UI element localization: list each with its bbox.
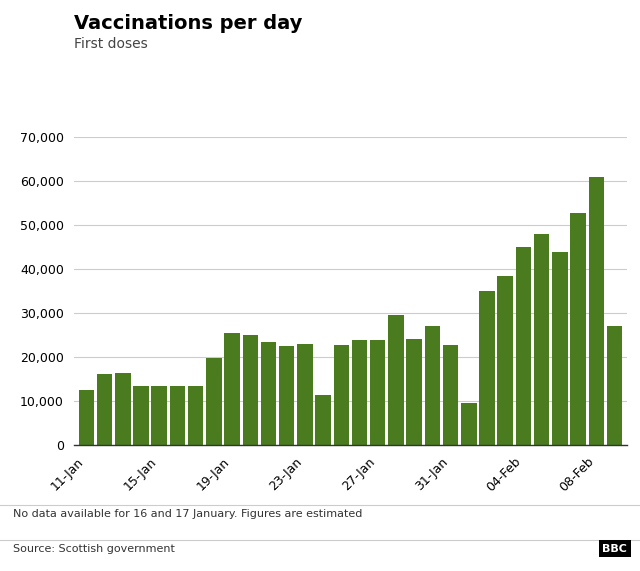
Bar xyxy=(152,386,167,445)
Bar xyxy=(97,375,112,445)
Bar xyxy=(424,327,440,445)
Bar xyxy=(316,395,331,445)
Bar xyxy=(607,325,622,445)
Bar xyxy=(534,234,549,445)
Bar xyxy=(188,386,204,445)
Bar xyxy=(333,345,349,445)
Bar xyxy=(260,342,276,445)
Text: BBC: BBC xyxy=(602,544,627,554)
Bar xyxy=(279,346,294,445)
Bar xyxy=(115,373,131,445)
Bar xyxy=(224,333,240,445)
Bar xyxy=(79,391,94,445)
Bar xyxy=(297,344,312,445)
Bar xyxy=(552,252,568,445)
Bar xyxy=(206,358,221,445)
Bar xyxy=(497,276,513,445)
Bar xyxy=(479,291,495,445)
Bar xyxy=(461,403,477,445)
Bar xyxy=(406,339,422,445)
Bar xyxy=(516,247,531,445)
Bar xyxy=(133,386,148,445)
Text: Source: Scottish government: Source: Scottish government xyxy=(13,544,175,554)
Bar xyxy=(443,344,458,445)
Bar xyxy=(243,335,258,445)
Bar xyxy=(388,315,404,445)
Text: First doses: First doses xyxy=(74,37,147,51)
Bar xyxy=(570,213,586,445)
Bar xyxy=(352,340,367,445)
Bar xyxy=(370,340,385,445)
Bar xyxy=(589,176,604,445)
Text: Vaccinations per day: Vaccinations per day xyxy=(74,14,302,33)
Text: No data available for 16 and 17 January. Figures are estimated: No data available for 16 and 17 January.… xyxy=(13,509,362,520)
Bar xyxy=(170,386,185,445)
